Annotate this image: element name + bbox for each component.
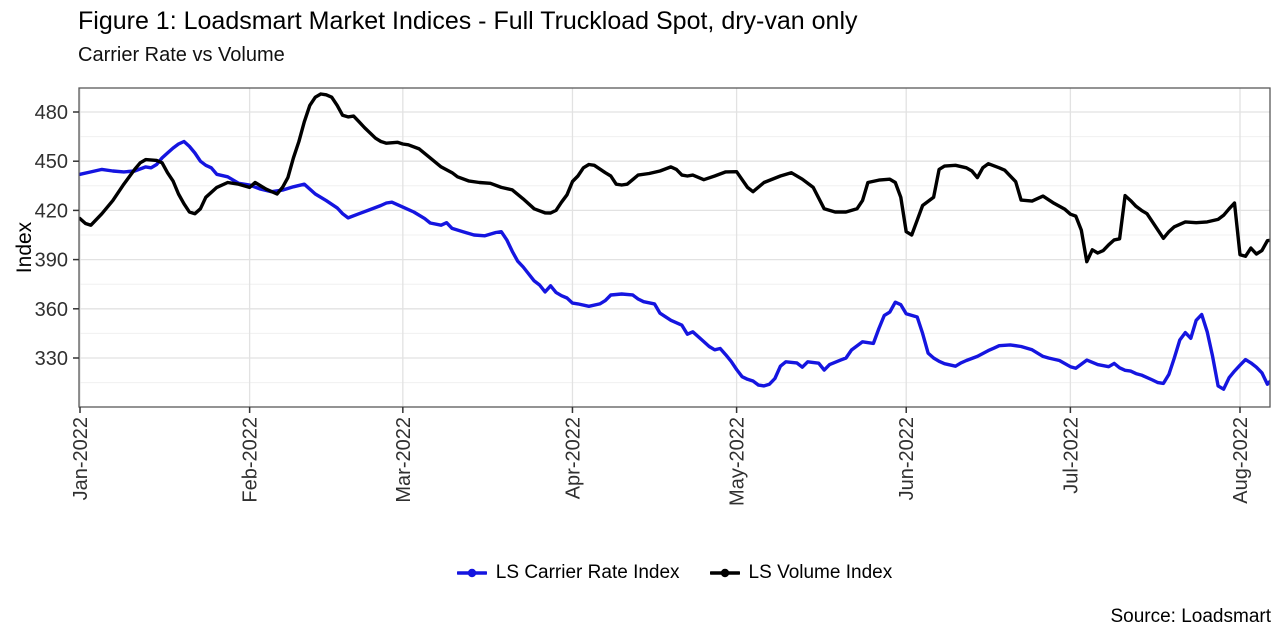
- legend-key-line-icon: [709, 568, 740, 578]
- x-tick-label: Jul-2022: [1060, 417, 1082, 494]
- y-tick-label: 390: [35, 250, 68, 272]
- y-axis-title: Index: [13, 221, 36, 273]
- series-line-volume: [79, 92, 1270, 264]
- legend-key-line-icon: [456, 568, 487, 578]
- panel-border: [78, 87, 1271, 408]
- y-tick-label: 450: [35, 151, 68, 173]
- figure-subtitle: Carrier Rate vs Volume: [78, 44, 285, 66]
- x-tick-label: Feb-2022: [240, 417, 262, 503]
- x-tick-label: Jan-2022: [70, 417, 92, 500]
- y-tick-label: 480: [35, 102, 68, 124]
- legend-item-carrier-rate: LS Carrier Rate Index: [456, 562, 680, 584]
- figure-title: Figure 1: Loadsmart Market Indices - Ful…: [78, 7, 858, 35]
- x-tick-label: Apr-2022: [562, 417, 584, 499]
- source-note: Source: Loadsmart: [1110, 606, 1271, 627]
- legend-label: LS Volume Index: [748, 562, 893, 583]
- x-tick-label: May-2022: [727, 417, 749, 506]
- y-tick-label: 330: [35, 348, 68, 370]
- y-tick-label: 360: [35, 299, 68, 321]
- x-tick-label: Aug-2022: [1230, 417, 1252, 504]
- legend-label: LS Carrier Rate Index: [495, 562, 680, 583]
- series-line-carrier-rate: [79, 139, 1270, 391]
- y-tick-label: 420: [35, 200, 68, 222]
- x-tick-label: Mar-2022: [393, 417, 415, 503]
- chart-legend: LS Carrier Rate Index LS Volume Index: [79, 562, 1270, 584]
- legend-item-volume: LS Volume Index: [709, 562, 893, 584]
- x-tick-label: Jun-2022: [896, 417, 918, 500]
